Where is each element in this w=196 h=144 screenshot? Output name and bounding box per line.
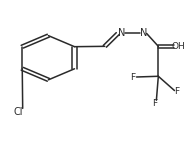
Text: F: F <box>174 87 179 96</box>
Text: F: F <box>131 73 136 82</box>
Text: N: N <box>118 29 125 38</box>
Text: OH: OH <box>172 42 186 51</box>
Text: Cl: Cl <box>13 107 23 117</box>
Text: N: N <box>140 29 147 38</box>
Text: F: F <box>152 99 157 108</box>
